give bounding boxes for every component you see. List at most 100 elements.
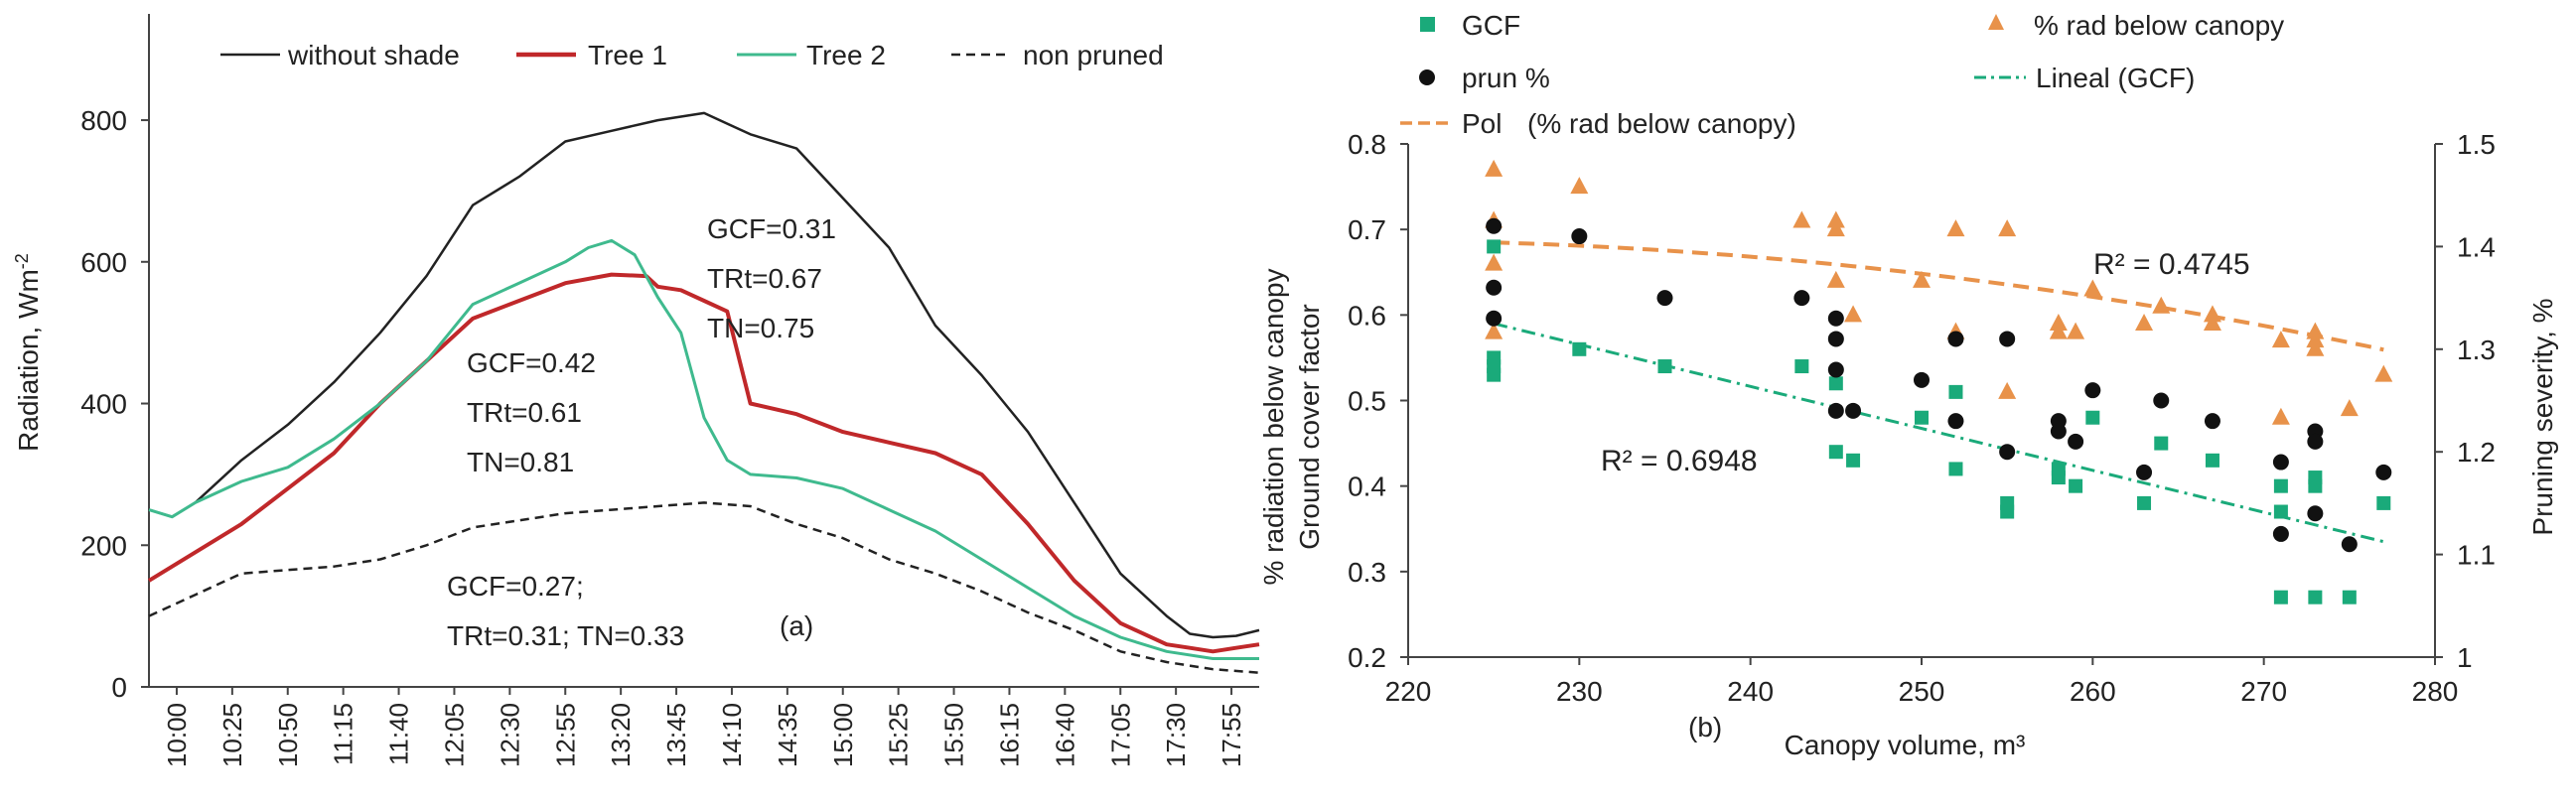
gcf-point bbox=[2273, 478, 2288, 493]
gcf-point bbox=[2069, 478, 2083, 493]
panel-b-x-ticks: 220 230 240 250 260 270 280 bbox=[1385, 657, 2459, 707]
panel-a-x-tick-label: 11:40 bbox=[384, 703, 414, 765]
panel-b-xlabel: Canopy volume, m³ bbox=[1785, 730, 2026, 760]
rad-point bbox=[2203, 313, 2221, 331]
panel-b-points bbox=[1485, 159, 2393, 605]
panel-a-ylabel: Radiation, Wm-2 bbox=[12, 253, 44, 452]
panel-b-ylabel-left-2: Ground cover factor bbox=[1294, 304, 1325, 549]
panel-b-right-tick-label: 1.2 bbox=[2457, 437, 2496, 468]
legend-label-gcf: GCF bbox=[1462, 10, 1520, 41]
legend-label-prun: prun % bbox=[1462, 63, 1550, 93]
rad-point bbox=[2340, 399, 2359, 417]
annotation-1-line-1: GCF=0.31 bbox=[707, 213, 836, 244]
panel-b: 0.2 0.3 0.4 0.5 0.6 0.7 0.8 1 1.1 1.2 1.3 1.4 1.5 2… bbox=[1258, 10, 2558, 760]
gcf-point bbox=[1657, 359, 1672, 374]
gcf-point bbox=[2273, 590, 2288, 605]
gcf-point bbox=[2376, 495, 2391, 510]
panel-a-x-tick-label: 15:25 bbox=[884, 703, 914, 767]
gcf-point bbox=[1948, 384, 1963, 399]
panel-a-x-tick-label: 17:05 bbox=[1105, 703, 1135, 767]
rad-point bbox=[2306, 338, 2325, 356]
gcf-point bbox=[1572, 341, 1587, 356]
rad-point bbox=[2135, 313, 2154, 331]
trendline-pol-rad bbox=[1494, 240, 2384, 352]
panel-b-right-tick-label: 1.4 bbox=[2457, 231, 2496, 262]
gcf-point bbox=[1828, 376, 1843, 391]
panel-b-left-tick-label: 0.6 bbox=[1348, 300, 1386, 331]
annotation-2-line-3: TN=0.81 bbox=[467, 447, 574, 477]
gcf-point bbox=[2085, 410, 2100, 425]
panel-b-left-tick-label: 0.8 bbox=[1348, 129, 1386, 160]
prun-point bbox=[2375, 464, 2392, 480]
panel-b-ylabel-right: Pruning severity, % bbox=[2527, 298, 2558, 535]
panel-a-x-tick-label: 12:05 bbox=[439, 703, 469, 767]
prun-point bbox=[2068, 433, 2084, 450]
prun-point bbox=[1845, 402, 1862, 419]
r2-label-pol: R² = 0.4745 bbox=[2093, 248, 2250, 281]
panel-a-x-tick-label: 12:55 bbox=[550, 703, 580, 767]
panel-a-x-ticks: 10:00 10:25 10:50 11:15 11:40 12:05 12:30 12:55… bbox=[162, 687, 1246, 767]
panel-b-x-tick-label: 230 bbox=[1556, 676, 1603, 707]
trendline-lineal-gcf bbox=[1493, 322, 2384, 544]
rad-point bbox=[2271, 331, 2290, 348]
panel-b-legend: GCF % rad below canopy prun % Lineal (GC… bbox=[1400, 10, 2284, 139]
rad-point bbox=[2203, 305, 2221, 323]
panel-b-right-tick-label: 1 bbox=[2457, 642, 2473, 673]
annotation-1-line-2: TRt=0.67 bbox=[707, 263, 822, 294]
rad-point bbox=[2049, 322, 2068, 339]
gcf-point bbox=[1487, 239, 1502, 254]
prun-point bbox=[1486, 310, 1503, 327]
r2-label-lineal: R² = 0.6948 bbox=[1601, 445, 1758, 477]
rad-point bbox=[1826, 219, 1845, 237]
legend-label-rad: % rad below canopy bbox=[2034, 10, 2284, 41]
panel-a-x-tick-label: 13:20 bbox=[606, 703, 636, 767]
panel-a-x-tick-label: 17:55 bbox=[1216, 703, 1246, 767]
rad-point bbox=[1998, 381, 2017, 399]
rad-point bbox=[2306, 322, 2325, 339]
panel-b-left-tick-label: 0.5 bbox=[1348, 386, 1386, 417]
rad-point bbox=[1485, 253, 1503, 271]
prun-point bbox=[1827, 331, 1844, 347]
prun-point bbox=[1827, 361, 1844, 378]
panel-b-ylabel-left-1: % radiation below canopy bbox=[1258, 268, 1289, 585]
prun-point bbox=[2153, 392, 2170, 409]
rad-point bbox=[1826, 210, 1845, 228]
rad-point bbox=[1570, 177, 1589, 195]
gcf-point bbox=[2308, 590, 2323, 605]
prun-point bbox=[1947, 413, 1964, 430]
panel-a-y-tick-label: 800 bbox=[80, 105, 127, 136]
rad-point bbox=[1998, 219, 2017, 237]
panel-a-annotations: GCF=0.31 TRt=0.67 TN=0.75 GCF=0.42 TRt=0… bbox=[447, 213, 836, 651]
panel-a-x-tick-label: 14:35 bbox=[773, 703, 802, 767]
rad-point bbox=[1913, 270, 1931, 288]
gcf-point bbox=[2154, 436, 2169, 451]
rad-point bbox=[1485, 159, 1503, 177]
prun-point bbox=[2307, 505, 2324, 522]
prun-point bbox=[1827, 310, 1844, 327]
panel-a-x-tick-label: 12:30 bbox=[495, 703, 524, 767]
panel-a-y-tick-label: 200 bbox=[80, 530, 127, 561]
rad-point bbox=[1826, 270, 1845, 288]
gcf-point bbox=[2342, 590, 2357, 605]
panel-b-right-tick-label: 1.1 bbox=[2457, 540, 2496, 571]
gcf-point bbox=[2137, 495, 2152, 510]
prun-point bbox=[1486, 217, 1503, 234]
annotation-1-line-3: TN=0.75 bbox=[707, 313, 814, 343]
rad-point bbox=[2306, 331, 2325, 348]
panel-a-x-tick-label: 13:45 bbox=[661, 703, 691, 767]
legend-label-lineal: Lineal (GCF) bbox=[2036, 63, 2195, 93]
legend-label-tree-1: Tree 1 bbox=[588, 40, 667, 70]
panel-b-right-tick-label: 1.5 bbox=[2457, 129, 2496, 160]
panel-a-y-tick-label: 0 bbox=[111, 672, 127, 703]
gcf-point bbox=[1846, 453, 1861, 468]
rad-point bbox=[2374, 364, 2393, 382]
panel-a-legend: without shade Tree 1 Tree 2 non pruned bbox=[220, 40, 1164, 70]
prun-point bbox=[1656, 290, 1673, 307]
legend-label-non-pruned: non pruned bbox=[1023, 40, 1164, 70]
panel-b-x-tick-label: 280 bbox=[2412, 676, 2459, 707]
prun-point bbox=[2136, 464, 2153, 480]
prun-point bbox=[1486, 279, 1503, 296]
panel-a-series bbox=[147, 111, 1260, 674]
prun-point bbox=[2204, 413, 2220, 430]
